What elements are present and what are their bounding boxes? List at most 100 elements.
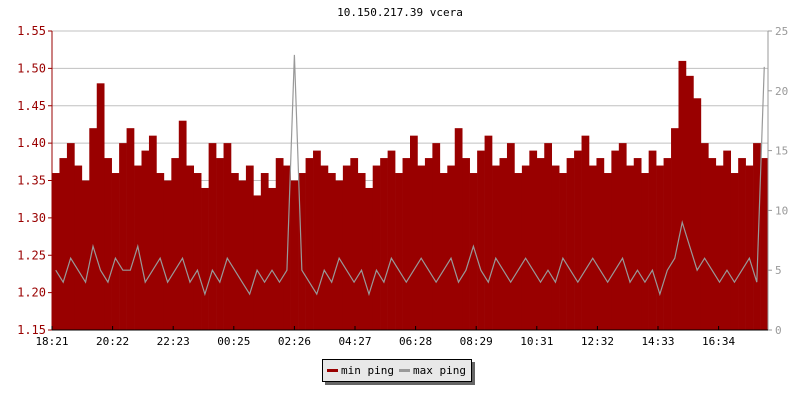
min-ping-bar bbox=[626, 165, 635, 330]
min-ping-bar bbox=[618, 143, 627, 330]
min-ping-bar bbox=[148, 135, 157, 330]
x-tick-label: 20:22 bbox=[96, 335, 129, 348]
min-ping-bar bbox=[320, 165, 329, 330]
min-ping-bar bbox=[410, 135, 418, 330]
legend-label-min: min ping bbox=[341, 364, 394, 377]
min-ping-bar bbox=[447, 165, 456, 330]
max-ping-line bbox=[55, 54, 765, 297]
min-ping-bar bbox=[462, 158, 470, 330]
min-ping-bar bbox=[186, 165, 195, 330]
min-ping-bar bbox=[104, 158, 112, 330]
min-ping-bar bbox=[111, 173, 120, 330]
min-ping-bar bbox=[253, 195, 262, 330]
min-ping-bar bbox=[163, 180, 172, 330]
y-left-tick-label: 1.30 bbox=[17, 211, 46, 225]
x-tick-label: 12:32 bbox=[581, 335, 614, 348]
min-ping-bar bbox=[424, 158, 433, 330]
min-ping-bar bbox=[469, 173, 478, 330]
chart-title: 10.150.217.39 vcera bbox=[337, 6, 463, 19]
min-ping-bar bbox=[59, 158, 68, 330]
min-ping-bar bbox=[193, 173, 202, 330]
legend-swatch-max bbox=[398, 369, 410, 372]
y-left-tick-label: 1.45 bbox=[17, 99, 46, 113]
min-ping-bar bbox=[760, 158, 769, 330]
min-ping-bar bbox=[723, 150, 732, 330]
min-ping-bar bbox=[738, 158, 746, 330]
min-ping-bar bbox=[514, 173, 523, 330]
min-ping-bar bbox=[350, 158, 359, 330]
min-ping-bar bbox=[208, 143, 217, 330]
min-ping-bar bbox=[499, 158, 508, 330]
min-ping-bar bbox=[641, 173, 649, 330]
min-ping-bar bbox=[260, 173, 269, 330]
min-ping-bar bbox=[119, 143, 127, 330]
y-right-tick-label: 25 bbox=[775, 25, 788, 38]
min-ping-bar bbox=[574, 150, 582, 330]
min-ping-bar bbox=[529, 150, 538, 330]
min-ping-bar bbox=[342, 165, 351, 330]
legend-item-min: min ping bbox=[327, 364, 394, 377]
min-ping-bar bbox=[245, 165, 254, 330]
y-left-tick-label: 1.35 bbox=[17, 174, 46, 188]
min-ping-bar bbox=[648, 150, 657, 330]
legend-item-max: max ping bbox=[398, 364, 466, 377]
min-ping-bar bbox=[544, 143, 553, 330]
min-ping-bar bbox=[753, 143, 761, 330]
min-ping-bar bbox=[559, 173, 567, 330]
min-ping-bar bbox=[201, 187, 209, 330]
x-tick-label: 02:26 bbox=[278, 335, 311, 348]
min-ping-bar bbox=[141, 150, 150, 330]
y-left-tick-label: 1.25 bbox=[17, 248, 46, 262]
min-ping-bar bbox=[633, 158, 642, 330]
min-ping-bar bbox=[238, 180, 247, 330]
min-ping-bar bbox=[66, 143, 75, 330]
min-ping-bar bbox=[730, 173, 739, 330]
min-ping-bar bbox=[589, 165, 597, 330]
min-ping-bar bbox=[581, 135, 590, 330]
min-ping-bar bbox=[81, 180, 90, 330]
min-ping-bar bbox=[439, 173, 448, 330]
min-ping-bar bbox=[402, 158, 411, 330]
legend: min ping max ping bbox=[322, 359, 472, 382]
y-right-tick-label: 15 bbox=[775, 145, 788, 158]
min-ping-bar bbox=[357, 173, 366, 330]
x-tick-label: 18:21 bbox=[35, 335, 68, 348]
min-ping-bar bbox=[596, 158, 605, 330]
y-right-tick-label: 20 bbox=[775, 85, 788, 98]
min-ping-bar bbox=[663, 158, 672, 330]
x-tick-label: 08:29 bbox=[460, 335, 493, 348]
min-ping-bar bbox=[536, 158, 545, 330]
x-tick-label: 04:27 bbox=[338, 335, 371, 348]
x-tick-label: 16:34 bbox=[702, 335, 735, 348]
min-ping-bar bbox=[417, 165, 426, 330]
min-ping-bar bbox=[566, 158, 575, 330]
legend-swatch-min bbox=[327, 369, 338, 372]
min-ping-bar bbox=[484, 135, 493, 330]
y-left-tick-label: 1.40 bbox=[17, 136, 46, 150]
min-ping-bar bbox=[126, 128, 135, 330]
min-ping-bar bbox=[708, 158, 717, 330]
min-ping-bar bbox=[372, 165, 381, 330]
min-ping-bar bbox=[223, 143, 232, 330]
min-ping-bar bbox=[313, 150, 321, 330]
min-ping-bar bbox=[268, 187, 277, 330]
min-ping-bar bbox=[283, 165, 291, 330]
min-ping-bar bbox=[678, 60, 687, 331]
y-right-tick-label: 10 bbox=[775, 204, 788, 217]
min-ping-bar bbox=[745, 165, 754, 330]
min-ping-bar bbox=[603, 173, 612, 330]
min-ping-bar bbox=[477, 150, 485, 330]
min-ping-bar bbox=[380, 158, 388, 330]
min-ping-bar bbox=[492, 165, 500, 330]
min-ping-bar bbox=[551, 165, 560, 330]
min-ping-bar bbox=[335, 180, 344, 330]
min-ping-bar bbox=[171, 158, 180, 330]
min-ping-bar bbox=[327, 173, 336, 330]
min-ping-bar bbox=[715, 165, 724, 330]
min-ping-bar bbox=[656, 165, 664, 330]
min-ping-bar bbox=[671, 128, 679, 330]
y-left-tick-label: 1.55 bbox=[17, 24, 46, 38]
min-ping-bar bbox=[74, 165, 83, 330]
